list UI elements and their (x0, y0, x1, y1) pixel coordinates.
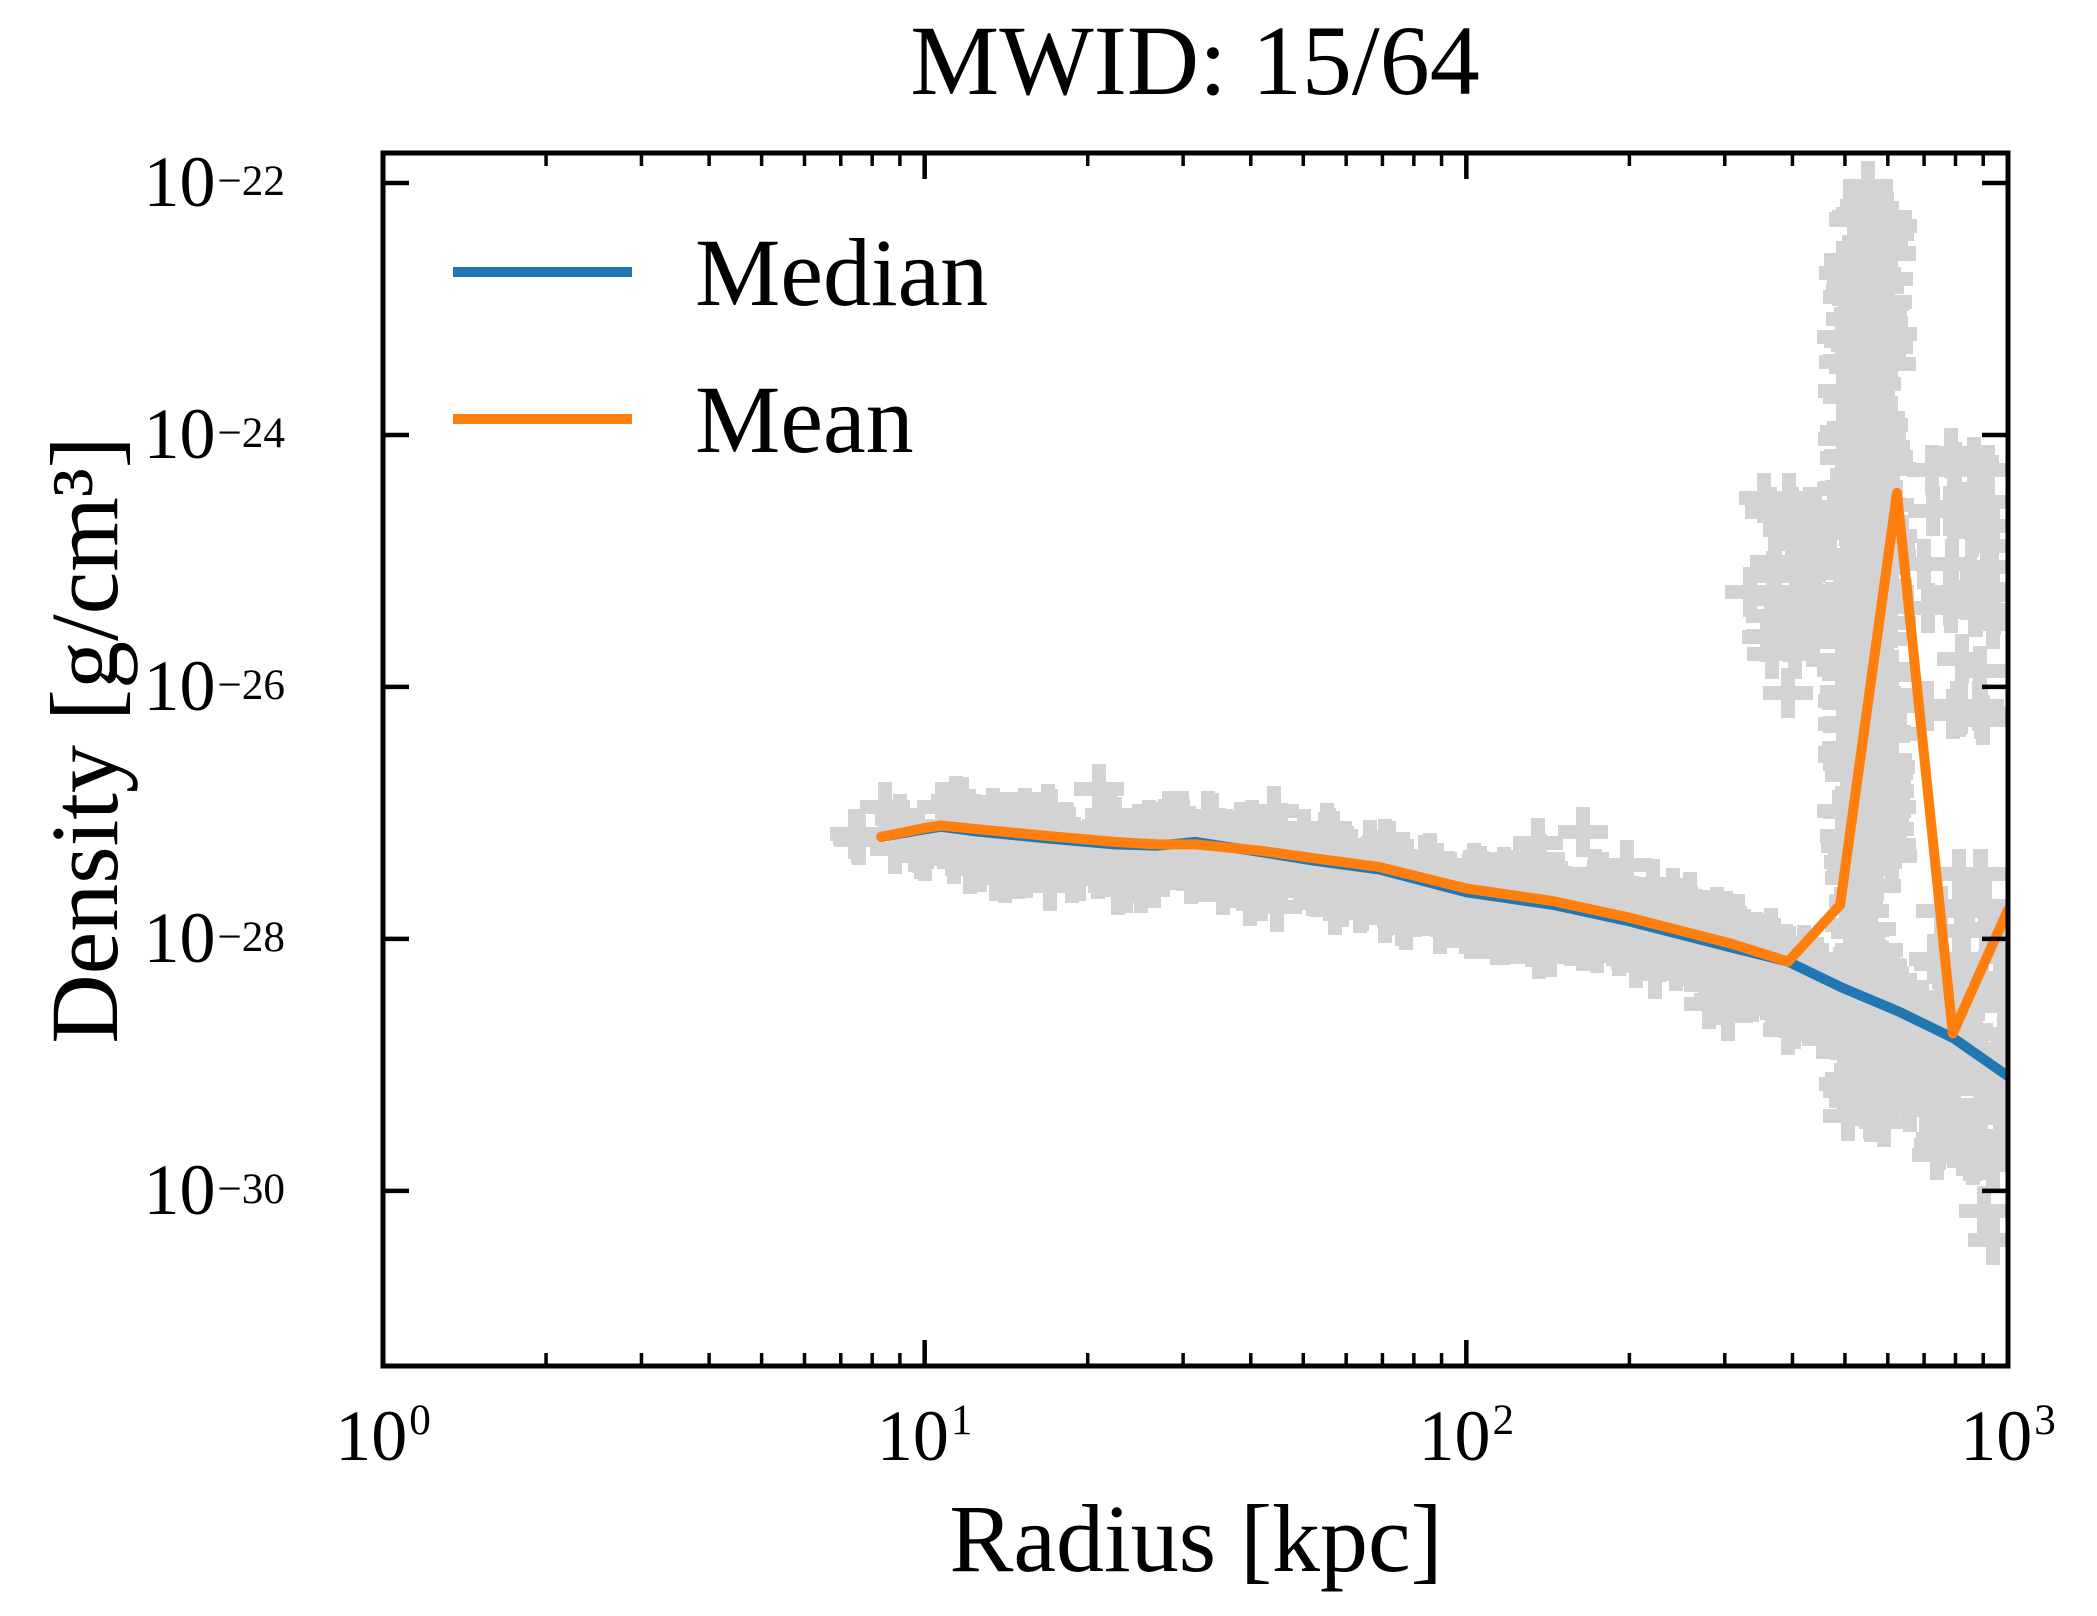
axes (380, 150, 2011, 1369)
y-tick-label-1e-30: 10 −30 (143, 1150, 285, 1231)
y-tick-label-1e-28: 10 −28 (143, 898, 285, 979)
x-tick-label-1e0: 100 (335, 1396, 431, 1476)
x-tick-label-1e1: 101 (876, 1396, 973, 1476)
x-axis-label: Radius [kpc] (949, 1485, 1443, 1592)
legend-mean-swatch (453, 414, 632, 424)
legend-median-label: Median (695, 218, 989, 326)
mean-line (876, 487, 2008, 1039)
chart-title: MWID: 15/64 (910, 5, 1480, 116)
legend-mean-label: Mean (695, 365, 914, 473)
y-tick-label-1e-26: 10 −26 (143, 646, 285, 727)
scatter-plus-markers (830, 161, 2008, 1265)
x-tick-label-1e3: 103 (1960, 1396, 2056, 1476)
y-tick-label-1e-24: 10 −24 (143, 394, 285, 475)
plot-spines (380, 150, 2011, 1369)
x-tick-label-1e2: 102 (1418, 1396, 1515, 1476)
legend-median-swatch (453, 267, 632, 277)
y-tick-label-1e-22: 10 −22 (143, 142, 285, 223)
plot-area (830, 161, 2008, 1265)
